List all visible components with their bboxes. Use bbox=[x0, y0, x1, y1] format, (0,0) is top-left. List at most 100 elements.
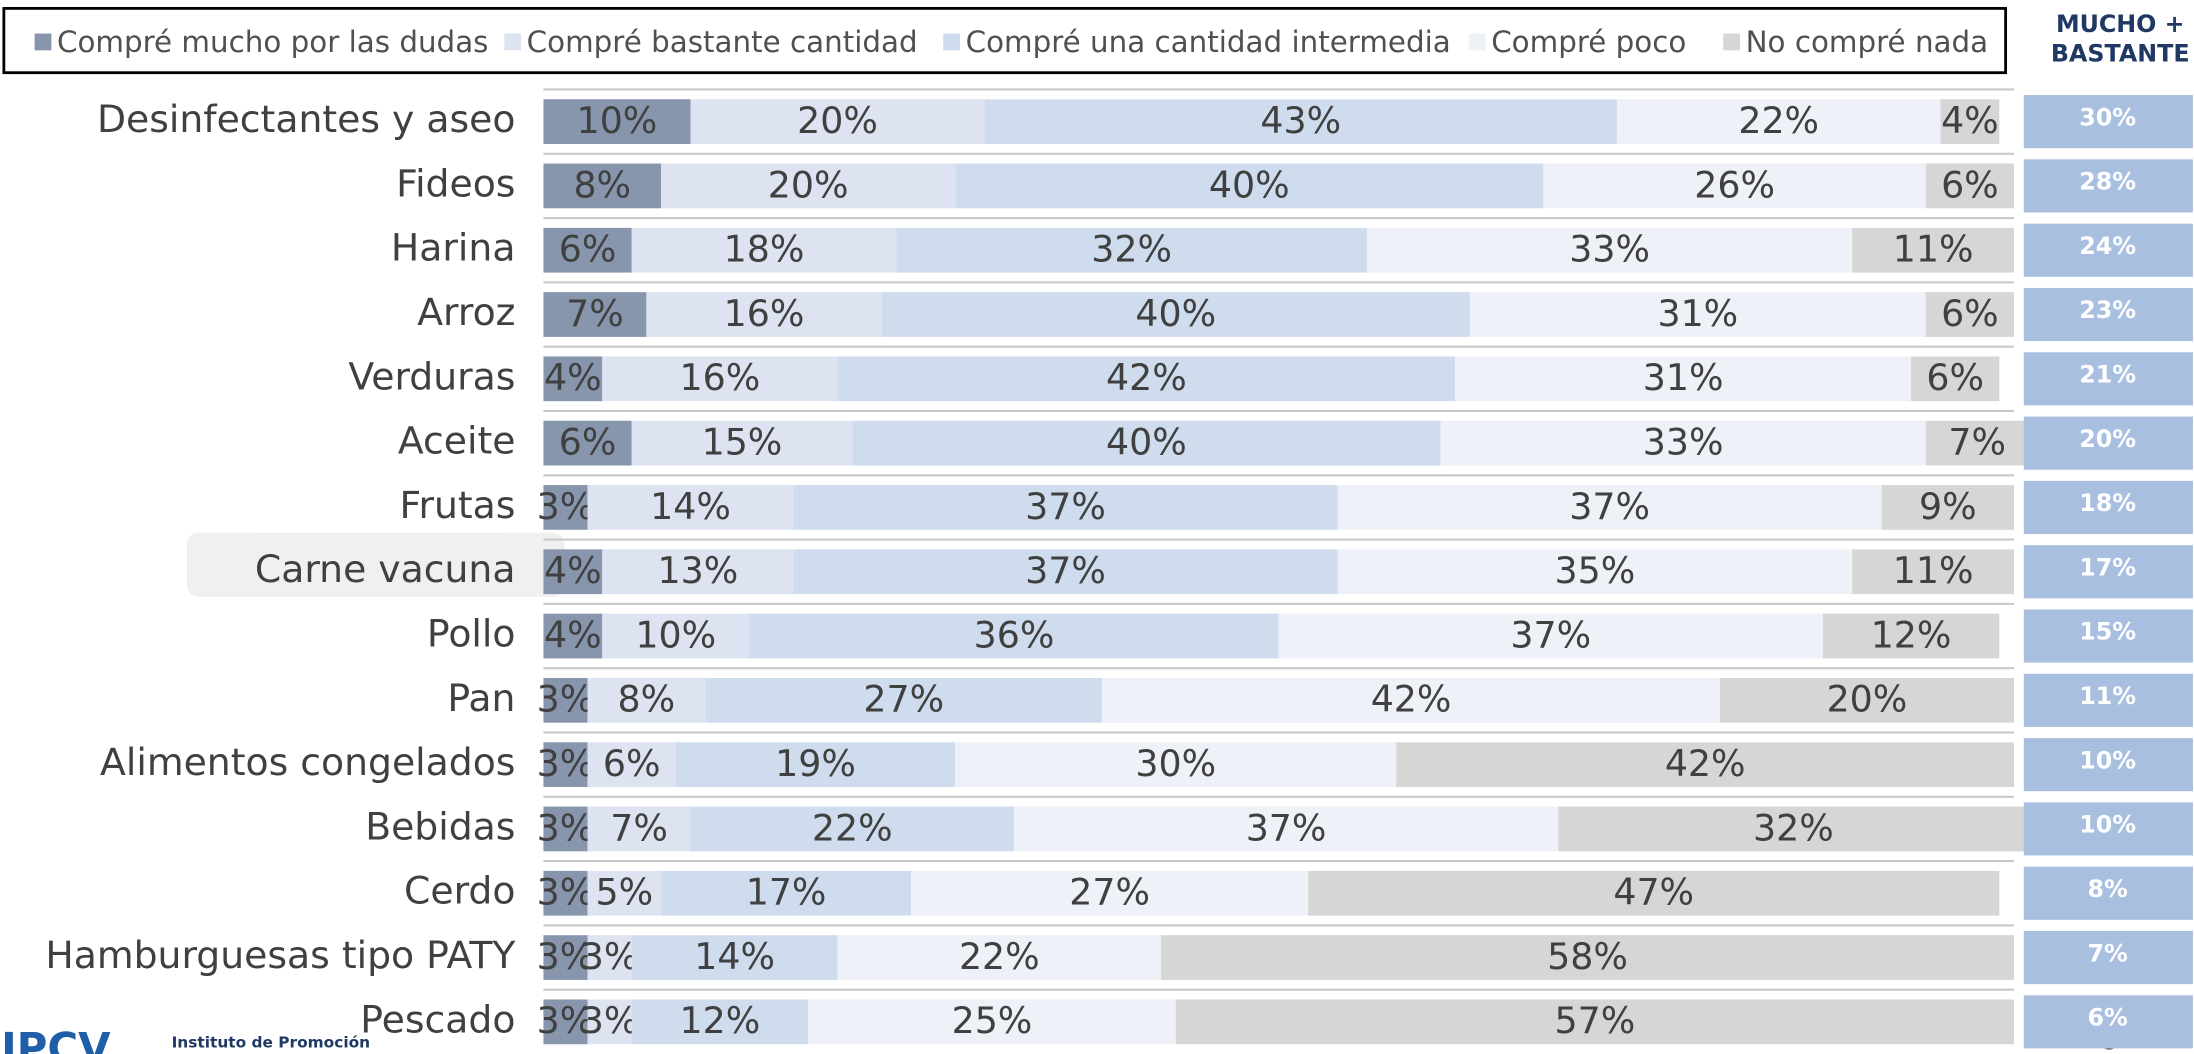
bar-segment bbox=[1175, 999, 2015, 1045]
bar-segment bbox=[837, 935, 1162, 980]
bar-segment bbox=[602, 613, 750, 659]
bar-segment bbox=[1852, 227, 2015, 273]
bar-segment bbox=[837, 356, 1456, 402]
segment-label: 42% bbox=[1665, 742, 1746, 785]
total-cell bbox=[2023, 95, 2193, 149]
segment-label: 36% bbox=[974, 613, 1055, 656]
total-cell bbox=[2023, 545, 2193, 599]
bar-segment bbox=[852, 420, 1441, 466]
bar-segment bbox=[543, 935, 588, 980]
segment-label: 6% bbox=[559, 421, 617, 464]
segment-label: 30% bbox=[1135, 742, 1216, 785]
segment-label: 33% bbox=[1643, 421, 1724, 464]
bar-segment bbox=[602, 549, 794, 595]
total-label: 7% bbox=[2088, 939, 2129, 967]
legend-label: Compré bastante cantidad bbox=[527, 25, 918, 59]
legend-swatch bbox=[1468, 33, 1486, 51]
legend-swatch bbox=[943, 33, 961, 51]
segment-label: 20% bbox=[768, 163, 849, 206]
segment-label: 3% bbox=[537, 485, 595, 528]
bar-segment bbox=[543, 999, 588, 1045]
segment-label: 8% bbox=[573, 163, 631, 206]
segment-label: 22% bbox=[1738, 99, 1819, 142]
bar-segment bbox=[749, 613, 1279, 659]
total-cell bbox=[2023, 223, 2193, 277]
bar-segment bbox=[543, 163, 662, 209]
bar-segment bbox=[1102, 677, 1720, 723]
segment-label: 14% bbox=[650, 485, 731, 528]
total-label: 24% bbox=[2079, 232, 2136, 260]
segment-label: 27% bbox=[863, 678, 944, 721]
bar-segment bbox=[793, 549, 1338, 595]
category-label: Hamburguesas tipo PATY bbox=[45, 933, 516, 977]
total-cell bbox=[2023, 159, 2193, 213]
bar-segment bbox=[543, 613, 603, 659]
segment-label: 14% bbox=[694, 935, 775, 978]
bar-segment bbox=[1719, 677, 2015, 723]
total-cell bbox=[2023, 930, 2193, 985]
total-label: 15% bbox=[2079, 618, 2136, 646]
bar-segment bbox=[543, 677, 588, 723]
segment-label: 31% bbox=[1657, 292, 1738, 335]
segment-label: 58% bbox=[1547, 935, 1628, 978]
bar-segment bbox=[690, 806, 1015, 852]
segment-label: 3% bbox=[537, 999, 595, 1042]
segment-label: 10% bbox=[635, 613, 716, 656]
bar-segment bbox=[1881, 485, 2015, 530]
total-label: 8% bbox=[2088, 875, 2129, 903]
bar-segment bbox=[543, 356, 603, 402]
segment-label: 4% bbox=[1941, 99, 1999, 142]
total-label: 17% bbox=[2079, 553, 2136, 581]
segment-label: 43% bbox=[1260, 99, 1341, 142]
legend-swatch bbox=[504, 33, 522, 51]
total-label: 20% bbox=[2079, 425, 2136, 453]
segment-label: 11% bbox=[1893, 228, 1974, 271]
category-label: Desinfectantes y aseo bbox=[97, 97, 516, 141]
bar-segment bbox=[543, 420, 632, 466]
bar-segment bbox=[631, 999, 809, 1045]
segment-label: 47% bbox=[1613, 871, 1694, 914]
segment-label: 7% bbox=[566, 292, 624, 335]
segment-label: 4% bbox=[544, 356, 602, 399]
segment-label: 12% bbox=[1871, 613, 1952, 656]
segment-label: 32% bbox=[1753, 806, 1834, 849]
segment-label: 12% bbox=[680, 999, 761, 1042]
segment-label: 5% bbox=[596, 871, 654, 914]
segment-label: 6% bbox=[1926, 356, 1984, 399]
row-highlight bbox=[186, 532, 565, 597]
segment-label: 6% bbox=[1941, 292, 1999, 335]
segment-label: 20% bbox=[1827, 678, 1908, 721]
segment-label: 19% bbox=[775, 742, 856, 785]
segment-label: 40% bbox=[1135, 292, 1216, 335]
segment-label: 16% bbox=[680, 356, 761, 399]
segment-label: 26% bbox=[1694, 163, 1775, 206]
segment-label: 3% bbox=[581, 999, 639, 1042]
segment-label: 7% bbox=[610, 806, 668, 849]
total-label: 11% bbox=[2079, 682, 2136, 710]
bar-segment bbox=[661, 163, 956, 209]
segment-label: 16% bbox=[724, 292, 805, 335]
segment-label: 6% bbox=[603, 742, 661, 785]
footer-logo: IPCV bbox=[1, 1024, 111, 1054]
bar-segment bbox=[602, 356, 838, 402]
bar-segment bbox=[1337, 485, 1882, 530]
bar-segment bbox=[1455, 356, 1912, 402]
bar-segment bbox=[1366, 227, 1853, 273]
total-label: 10% bbox=[2079, 746, 2136, 774]
bar-segment bbox=[1543, 163, 1926, 209]
bar-segment bbox=[1337, 549, 1853, 595]
segment-label: 42% bbox=[1106, 356, 1187, 399]
segment-label: 17% bbox=[746, 871, 827, 914]
segment-label: 3% bbox=[537, 678, 595, 721]
segment-label: 37% bbox=[1569, 485, 1650, 528]
bar-segment bbox=[631, 227, 897, 273]
category-label: Frutas bbox=[400, 483, 516, 527]
category-label: Pollo bbox=[427, 612, 516, 656]
bar-segment bbox=[1161, 935, 2015, 980]
bar-segment bbox=[631, 935, 838, 980]
category-label: Bebidas bbox=[365, 804, 515, 848]
segment-label: 31% bbox=[1643, 356, 1724, 399]
total-cell bbox=[2023, 287, 2193, 342]
bar-segment bbox=[896, 227, 1367, 273]
